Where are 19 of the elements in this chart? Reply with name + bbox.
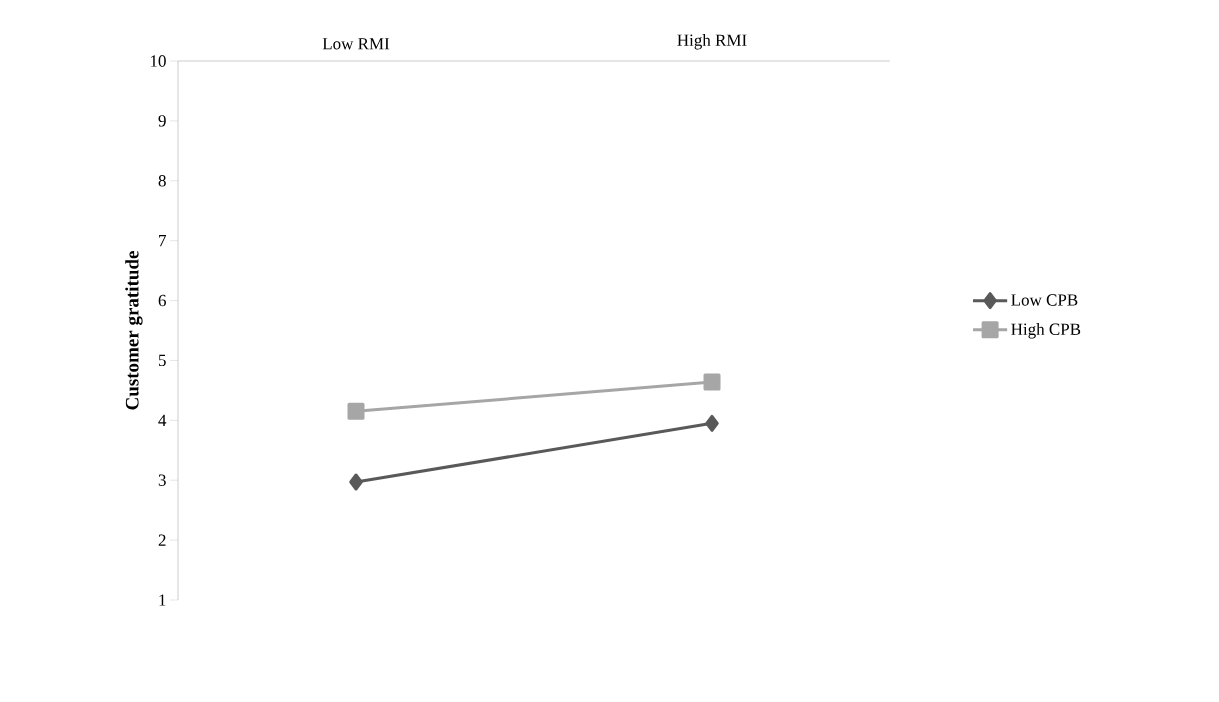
y-tick-label: 4 <box>158 414 167 426</box>
point <box>347 402 365 420</box>
y-tick-label: 9 <box>158 115 166 127</box>
y-tick-label: 6 <box>158 294 166 307</box>
point <box>703 373 721 391</box>
point <box>705 414 719 432</box>
x-tick-label: Low RMI <box>322 38 390 50</box>
legend-label: Low CPB <box>1011 294 1078 306</box>
y-tick-label: 10 <box>150 55 166 67</box>
y-tick-label: 3 <box>158 474 166 486</box>
y-tick-label: 1 <box>159 594 166 606</box>
y-tick-label: 5 <box>158 354 166 367</box>
y-tick-label: 2 <box>158 534 166 546</box>
point <box>349 473 363 491</box>
x-tick-label: High RMI <box>677 34 747 50</box>
y-tick-label: 7 <box>159 235 166 247</box>
y-axis-title: Customer gratitude <box>125 251 143 410</box>
legend-label: High CPB <box>1011 323 1081 339</box>
y-tick-label: 8 <box>158 175 166 187</box>
